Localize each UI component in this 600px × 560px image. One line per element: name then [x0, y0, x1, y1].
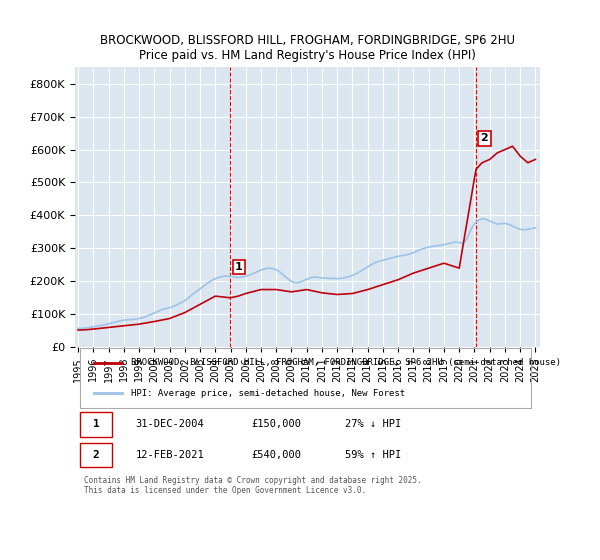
- Text: 12-FEB-2021: 12-FEB-2021: [136, 450, 204, 460]
- Text: HPI: Average price, semi-detached house, New Forest: HPI: Average price, semi-detached house,…: [131, 389, 405, 398]
- Text: BROCKWOOD, BLISSFORD HILL, FROGHAM, FORDINGBRIDGE, SP6 2HU (semi-detached house): BROCKWOOD, BLISSFORD HILL, FROGHAM, FORD…: [131, 358, 561, 367]
- Text: £540,000: £540,000: [252, 450, 302, 460]
- Text: 1: 1: [92, 419, 100, 429]
- Title: BROCKWOOD, BLISSFORD HILL, FROGHAM, FORDINGBRIDGE, SP6 2HU
Price paid vs. HM Lan: BROCKWOOD, BLISSFORD HILL, FROGHAM, FORD…: [100, 34, 515, 62]
- Text: £150,000: £150,000: [252, 419, 302, 429]
- Text: 2: 2: [481, 133, 488, 143]
- Text: 31-DEC-2004: 31-DEC-2004: [136, 419, 204, 429]
- Text: 2: 2: [92, 450, 100, 460]
- FancyBboxPatch shape: [80, 442, 112, 467]
- Text: 59% ↑ HPI: 59% ↑ HPI: [344, 450, 401, 460]
- Text: 27% ↓ HPI: 27% ↓ HPI: [344, 419, 401, 429]
- Text: Contains HM Land Registry data © Crown copyright and database right 2025.
This d: Contains HM Land Registry data © Crown c…: [84, 476, 422, 496]
- FancyBboxPatch shape: [80, 412, 112, 437]
- Text: 1: 1: [235, 262, 242, 272]
